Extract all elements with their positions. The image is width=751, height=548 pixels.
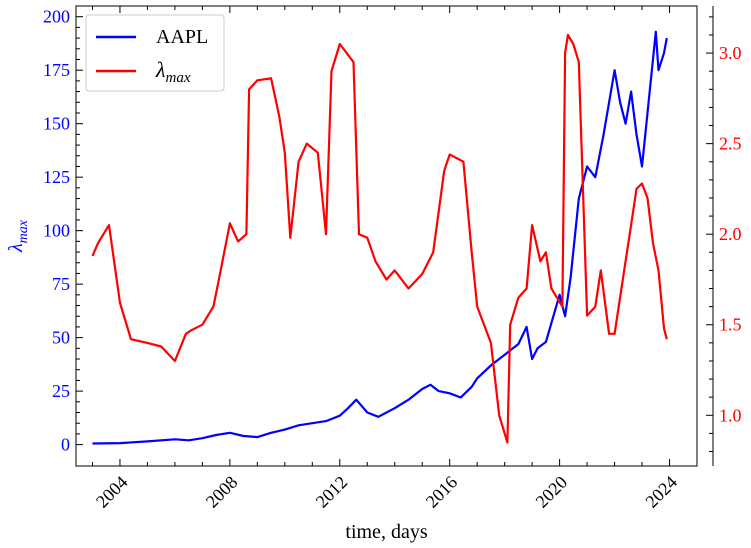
left-y-tick-label: 25 [52, 381, 70, 401]
legend-label-lambda-max: λmax [155, 57, 191, 86]
x-tick-label: 2016 [422, 472, 462, 512]
right-y-tick-label: 2.5 [719, 134, 742, 154]
left-y-tick-label: 150 [43, 114, 70, 134]
left-y-tick-label: 125 [43, 167, 70, 187]
left-y-tick-label: 50 [52, 328, 70, 348]
x-tick-label: 2008 [202, 472, 242, 512]
left-y-axis-ticks: 0 25 50 75 100 125 150 175 200 [43, 7, 83, 455]
x-tick-label: 2024 [641, 472, 681, 512]
legend-label-aapl: AAPL [156, 26, 208, 48]
left-y-tick-label: 0 [61, 435, 70, 455]
left-y-tick-label: 175 [43, 60, 70, 80]
right-y-tick-label: 1.5 [719, 315, 742, 335]
left-y-axis-label-sub: max [16, 219, 31, 243]
series-layer [91, 30, 668, 445]
left-y-tick-label: 200 [43, 7, 70, 27]
legend-label-lambda-max-base: λ [155, 57, 166, 82]
series-line-0 [92, 30, 668, 445]
x-tick-label: 2004 [92, 472, 132, 512]
right-y-tick-label: 2.0 [719, 224, 742, 244]
right-y-axis-ticks: 1.0 1.5 2.0 2.5 3.0 [706, 6, 742, 466]
legend: AAPL λmax [85, 14, 225, 92]
right-y-tick-label: 1.0 [719, 405, 742, 425]
left-y-tick-label: 100 [43, 221, 70, 241]
left-y-axis-label-base: λ [5, 243, 27, 253]
left-y-axis-label: λmax [5, 219, 31, 253]
series-line-1 [91, 33, 668, 444]
left-y-tick-label: 75 [52, 274, 70, 294]
x-tick-label: 2012 [312, 472, 352, 512]
x-tick-label: 2020 [532, 472, 572, 512]
right-y-tick-label: 3.0 [719, 43, 742, 63]
spines [75, 6, 698, 466]
x-axis-label: time, days [345, 521, 427, 543]
legend-label-lambda-max-sub: max [166, 70, 191, 86]
